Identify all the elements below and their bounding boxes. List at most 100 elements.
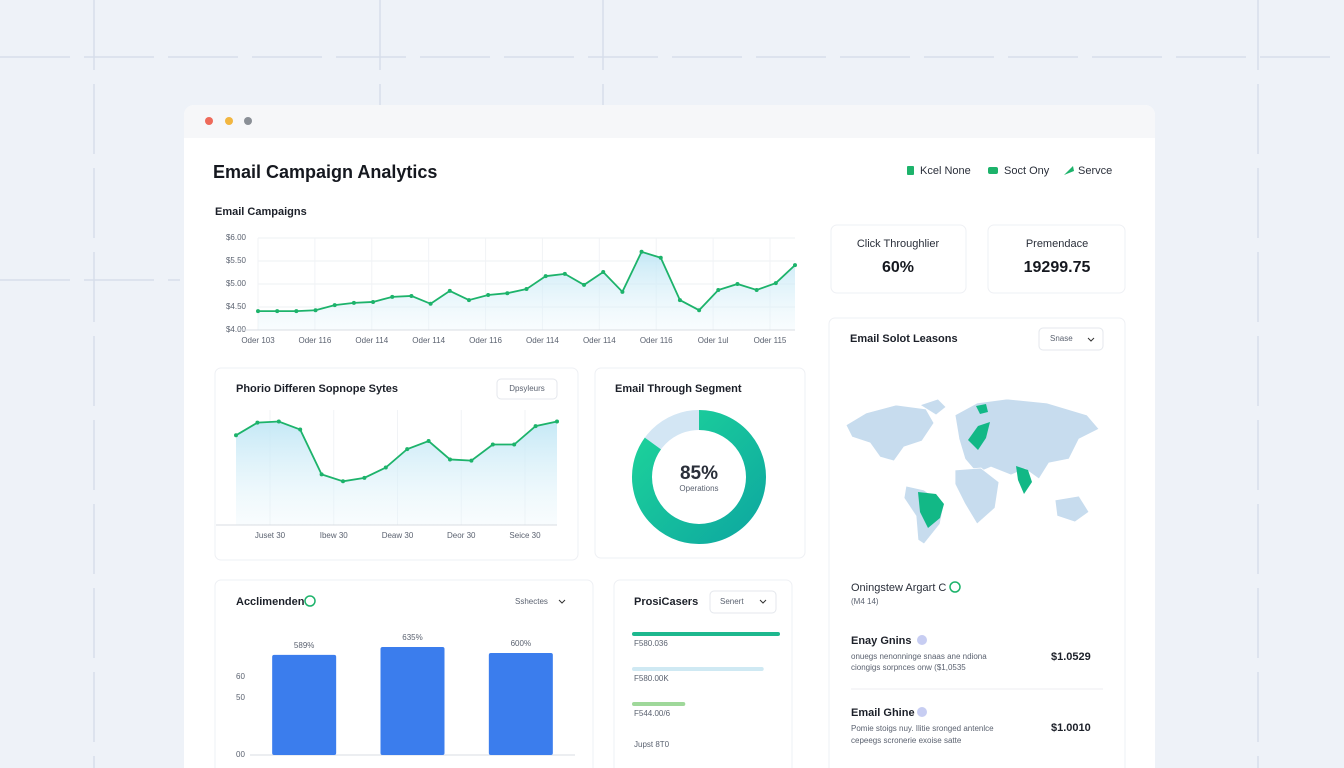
stat-label: Premendace bbox=[1026, 238, 1088, 250]
point bbox=[426, 439, 431, 444]
dropdown[interactable] bbox=[1038, 327, 1104, 351]
dropdown-label[interactable]: Sshectes bbox=[515, 597, 548, 606]
x-tick-label: Oder 103 bbox=[241, 336, 275, 345]
x-tick-label: Oder 116 bbox=[299, 336, 332, 345]
bar-label: 589% bbox=[294, 641, 314, 650]
point bbox=[658, 255, 663, 260]
bar bbox=[272, 654, 337, 755]
point bbox=[276, 419, 281, 424]
point bbox=[620, 289, 625, 294]
line bbox=[235, 420, 558, 483]
stat-value: 60% bbox=[882, 259, 914, 276]
button[interactable] bbox=[496, 378, 558, 400]
bar-label: 600% bbox=[511, 639, 531, 648]
point bbox=[298, 427, 303, 432]
world-map bbox=[845, 398, 1100, 545]
chart-title: Phorio Differen Sopnope Sytes bbox=[236, 383, 398, 395]
progress-bar bbox=[632, 702, 686, 706]
list-title: Email Ghine bbox=[851, 707, 915, 719]
card-title: Email Solot Leasons bbox=[850, 333, 958, 345]
chevron bbox=[1087, 337, 1095, 342]
nav-item[interactable]: Soct Ony bbox=[1004, 165, 1050, 177]
x-tick-label: Deor 30 bbox=[447, 531, 476, 540]
x-tick-label: Oder 116 bbox=[469, 336, 502, 345]
point bbox=[582, 282, 587, 287]
point bbox=[351, 300, 356, 305]
point bbox=[543, 274, 548, 279]
map-highlight bbox=[918, 404, 1032, 528]
point bbox=[555, 419, 559, 424]
donut-arc bbox=[632, 410, 766, 544]
status-icon bbox=[949, 581, 961, 593]
point bbox=[716, 287, 721, 292]
nav-icons bbox=[907, 166, 1074, 175]
list-desc: Pomie stoigs nuy. Ilitie sronged antenlc… bbox=[851, 724, 994, 733]
point bbox=[409, 293, 414, 298]
point bbox=[601, 270, 606, 275]
progress-label: F544.00/6 bbox=[634, 709, 671, 718]
point bbox=[341, 479, 345, 484]
card bbox=[613, 579, 793, 768]
point bbox=[234, 433, 238, 438]
y-tick-label: $4.50 bbox=[226, 302, 247, 311]
chevron bbox=[558, 599, 566, 604]
point bbox=[735, 282, 740, 286]
x-tick-label: Juset 30 bbox=[255, 531, 286, 540]
max-dot[interactable] bbox=[244, 117, 252, 125]
point bbox=[447, 288, 452, 293]
card-title: ProsiCasers bbox=[634, 596, 698, 608]
badge bbox=[917, 635, 927, 645]
list-subheader: (M4 14) bbox=[851, 597, 879, 606]
status-icon bbox=[304, 595, 316, 607]
x-tick-label: Oder 116 bbox=[640, 336, 673, 345]
nav-item[interactable]: Kcel None bbox=[920, 165, 971, 177]
bar bbox=[488, 653, 553, 755]
point bbox=[793, 263, 797, 268]
point bbox=[383, 465, 388, 470]
point bbox=[294, 309, 299, 314]
x-tick-label: Seice 30 bbox=[509, 531, 541, 540]
point bbox=[773, 281, 778, 286]
x-tick-label: Oder 1ul bbox=[698, 336, 729, 345]
point bbox=[313, 308, 318, 313]
y-label: 60 bbox=[236, 672, 245, 681]
y-tick-label: $5.00 bbox=[226, 279, 247, 288]
x-tick-label: Ibew 30 bbox=[320, 531, 349, 540]
nav-item[interactable]: Servce bbox=[1078, 165, 1112, 177]
bar bbox=[380, 647, 445, 755]
y-label: 50 bbox=[236, 693, 245, 702]
y-label: 00 bbox=[236, 750, 245, 759]
x-tick-label: Oder 114 bbox=[583, 336, 616, 345]
stat-card bbox=[830, 224, 967, 294]
dropdown-label[interactable]: Senert bbox=[720, 597, 744, 606]
list-title: Enay Gnins bbox=[851, 635, 912, 647]
point bbox=[448, 457, 452, 462]
x-tick-label: Oder 114 bbox=[526, 336, 559, 345]
list-amount: $1.0529 bbox=[1051, 651, 1091, 663]
point bbox=[697, 308, 702, 313]
point bbox=[319, 472, 324, 477]
dropdown[interactable] bbox=[709, 590, 777, 614]
chevron bbox=[759, 599, 767, 604]
x-tick-label: Oder 115 bbox=[754, 336, 787, 345]
button-label[interactable]: Dpsyleurs bbox=[509, 384, 545, 393]
point bbox=[512, 442, 517, 447]
title-bar bbox=[184, 105, 1155, 138]
close-dot[interactable] bbox=[205, 117, 213, 125]
bar-label: 635% bbox=[402, 633, 422, 642]
point bbox=[490, 442, 495, 447]
dropdown-label[interactable]: Snase bbox=[1050, 334, 1073, 343]
point bbox=[505, 291, 510, 296]
min-dot[interactable] bbox=[225, 117, 233, 125]
point bbox=[469, 458, 474, 463]
point bbox=[405, 447, 410, 452]
progress-label: F580.036 bbox=[634, 639, 668, 648]
point bbox=[639, 249, 644, 254]
progress-footer: Jupst 8T0 bbox=[634, 740, 670, 749]
point bbox=[754, 287, 759, 292]
point bbox=[524, 287, 529, 292]
x-tick-label: Deaw 30 bbox=[382, 531, 414, 540]
progress-bar bbox=[632, 667, 764, 671]
